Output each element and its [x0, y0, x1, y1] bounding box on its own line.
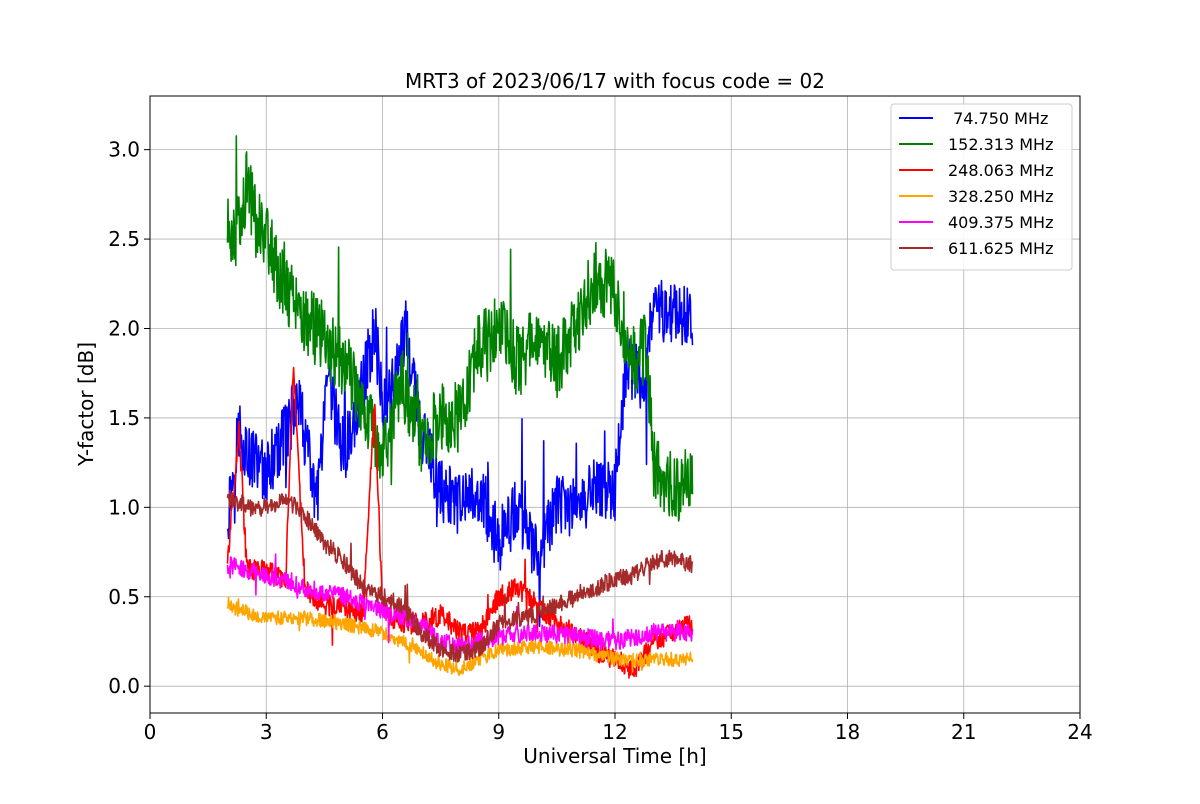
- x-axis-label: Universal Time [h]: [523, 744, 706, 768]
- series-group: [226, 135, 694, 679]
- legend-entry: 152.313 MHz: [948, 135, 1053, 154]
- x-tick-label: 18: [835, 720, 860, 744]
- series-line: [226, 553, 694, 655]
- legend: 74.750 MHz 152.313 MHz 248.063 MHz 328.250 …: [890, 103, 1073, 271]
- x-tick-label: 6: [376, 720, 389, 744]
- y-tick-label: 3.0: [108, 138, 140, 162]
- series-line: [226, 135, 694, 522]
- legend-entry: 611.625 MHz: [948, 239, 1053, 258]
- legend-entry: 328.250 MHz: [948, 187, 1053, 206]
- x-tick-label: 21: [951, 720, 976, 744]
- x-tick-label: 0: [144, 720, 157, 744]
- y-axis-label: Y-factor [dB]: [74, 342, 98, 467]
- series-line: [226, 366, 694, 679]
- x-tick-label: 3: [260, 720, 273, 744]
- series-line: [226, 596, 694, 676]
- x-axis-ticks: 0 3 6 9 12 15 18 21 24: [144, 713, 1093, 744]
- y-tick-label: 1.5: [108, 406, 140, 430]
- y-tick-label: 2.0: [108, 316, 140, 340]
- legend-box: [890, 103, 1073, 271]
- y-tick-label: 0.0: [108, 674, 140, 698]
- x-tick-label: 15: [719, 720, 744, 744]
- y-tick-label: 1.0: [108, 495, 140, 519]
- x-tick-label: 9: [492, 720, 505, 744]
- series-line: [226, 279, 694, 628]
- x-tick-label: 24: [1067, 720, 1092, 744]
- y-tick-label: 2.5: [108, 227, 140, 251]
- x-tick-label: 12: [602, 720, 627, 744]
- legend-entry: 74.750 MHz: [948, 109, 1048, 128]
- y-tick-label: 0.5: [108, 585, 140, 609]
- legend-entry: 248.063 MHz: [948, 161, 1053, 180]
- chart-title: MRT3 of 2023/06/17 with focus code = 02: [405, 69, 825, 93]
- legend-entry: 409.375 MHz: [948, 213, 1053, 232]
- y-axis-ticks: 0.0 0.5 1.0 1.5 2.0 2.5 3.0: [108, 138, 150, 698]
- series-line: [226, 489, 694, 663]
